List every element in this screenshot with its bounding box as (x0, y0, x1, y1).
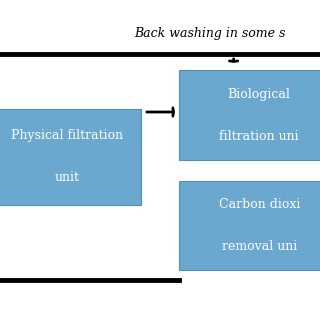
Text: Back washing in some s: Back washing in some s (134, 27, 286, 40)
Bar (179, 181, 320, 270)
Text: Biological: Biological (228, 88, 291, 101)
Text: unit: unit (55, 171, 80, 184)
Bar (0, 109, 141, 205)
Text: Carbon dioxi: Carbon dioxi (219, 198, 300, 211)
Text: filtration uni: filtration uni (220, 130, 299, 142)
Text: Physical filtration: Physical filtration (11, 130, 123, 142)
Bar (179, 70, 320, 160)
Text: removal uni: removal uni (221, 240, 297, 253)
